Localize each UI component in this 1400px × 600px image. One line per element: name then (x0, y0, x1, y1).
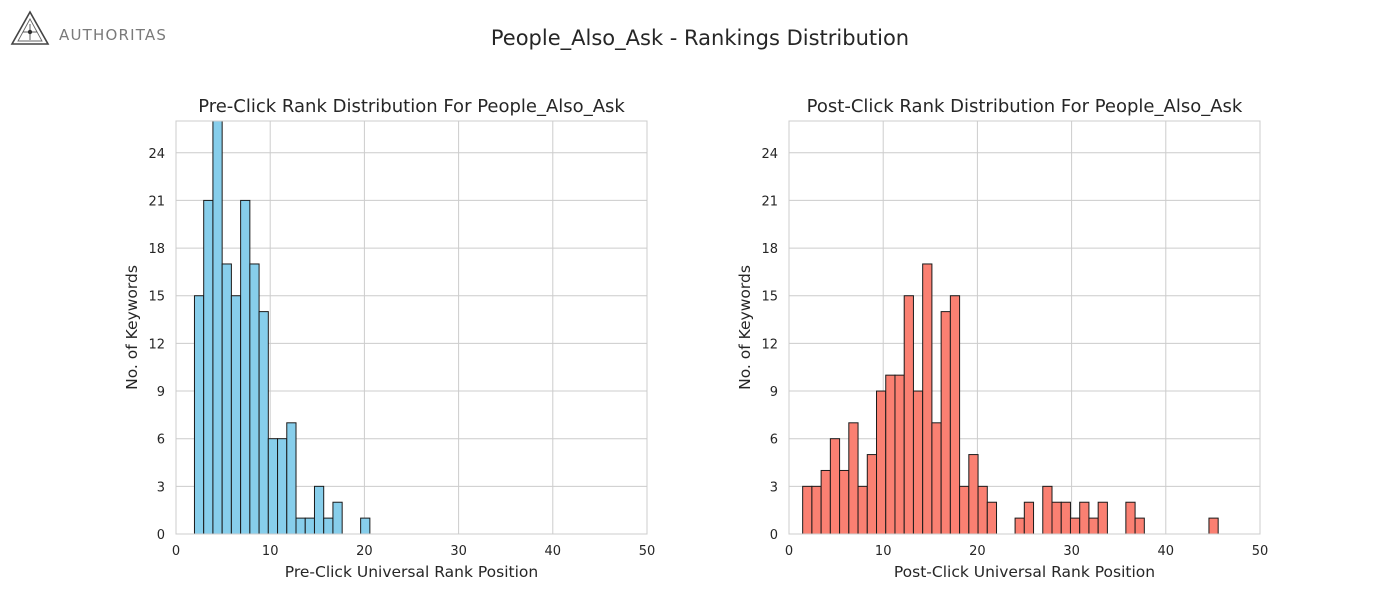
post-click-histogram-bar (1134, 517, 1145, 535)
post-click-histogram-bar (986, 501, 998, 535)
post-click-histogram-bar (903, 295, 914, 535)
pre-click-axes-frame (175, 120, 648, 535)
post-click-y-tick-label: 21 (761, 194, 778, 209)
pre-click-y-tick-label: 12 (148, 337, 165, 352)
pre-click-histogram-bar (212, 120, 223, 535)
pre-click-histogram-bar (295, 517, 306, 535)
post-click-histogram-bar (802, 485, 813, 535)
post-click-histogram-bar (1125, 501, 1136, 535)
post-click-histogram-bar (1051, 501, 1062, 535)
pre-click-histogram-bar (230, 295, 242, 535)
post-click-histogram-bar (940, 311, 951, 535)
post-click-y-tick-label: 9 (770, 385, 778, 400)
post-click-histogram-bar (968, 454, 979, 535)
pre-click-histogram-bar (313, 485, 325, 535)
pre-click-x-tick-label: 30 (450, 544, 467, 559)
pre-click-histogram-bar (267, 438, 279, 535)
post-click-histogram-bar (931, 422, 942, 535)
pre-click-histogram-bar (240, 199, 251, 535)
post-click-histogram-bar (839, 469, 850, 535)
post-click-histogram-bar (866, 454, 878, 535)
post-click-histogram-bar (876, 390, 887, 535)
post-click-x-tick-label: 10 (875, 544, 892, 559)
post-click-histogram-bar (885, 374, 896, 535)
pre-click-histogram-bar (304, 517, 315, 535)
post-click-x-axis-label: Post-Click Universal Rank Position (894, 563, 1155, 581)
pre-click-histogram-bar (203, 199, 214, 535)
post-click-histogram-bar (1023, 501, 1035, 535)
pre-click-y-tick-label: 9 (157, 385, 165, 400)
post-click-histogram-bar (922, 263, 933, 535)
pre-click-x-tick-label: 20 (356, 544, 373, 559)
post-click-y-tick-label: 18 (761, 242, 778, 257)
post-click-histogram-bar (1042, 485, 1053, 535)
post-click-y-tick-label: 24 (761, 147, 778, 162)
pre-click-y-tick-label: 18 (148, 242, 165, 257)
pre-click-y-axis-label: No. of Keywords (123, 265, 141, 390)
post-click-histogram-bar (977, 485, 988, 535)
post-click-histogram-bar (848, 422, 859, 535)
pre-click-x-tick-label: 0 (172, 544, 180, 559)
post-click-histogram-bar (1088, 517, 1099, 535)
pre-click-histogram-bar (249, 263, 260, 535)
authoritas-logo: AUTHORITAS (10, 10, 166, 46)
post-click-x-tick-label: 20 (969, 544, 986, 559)
post-click-histogram-bar (857, 485, 868, 535)
post-click-x-tick-label: 30 (1063, 544, 1080, 559)
post-click-axes-frame (788, 120, 1261, 535)
pre-click-y-tick-label: 6 (157, 433, 165, 448)
post-click-histogram-bar (1014, 517, 1025, 535)
pre-click-x-axis-label: Pre-Click Universal Rank Position (285, 563, 538, 581)
pre-click-histogram-bar (221, 263, 232, 535)
pre-click-histogram-bar (286, 422, 297, 535)
post-click-histogram-bar (1079, 501, 1090, 535)
post-click-y-tick-label: 15 (761, 290, 778, 305)
post-click-x-tick-label: 40 (1158, 544, 1175, 559)
post-click-y-tick-label: 12 (761, 337, 778, 352)
post-click-histogram-bar (1069, 517, 1081, 535)
post-click-histogram-bar (1208, 517, 1219, 535)
post-click-y-tick-label: 3 (770, 480, 778, 495)
pre-click-histogram-bar (193, 295, 205, 535)
post-click-histogram-bar (1097, 501, 1108, 535)
post-click-histogram-bar (894, 374, 905, 535)
pre-click-histogram-bar (332, 501, 343, 535)
pre-click-histogram-bar (360, 517, 371, 535)
post-click-y-tick-label: 6 (770, 433, 778, 448)
pre-click-x-tick-label: 40 (545, 544, 562, 559)
pre-click-x-tick-label: 10 (262, 544, 279, 559)
figure-title: People_Also_Ask - Rankings Distribution (490, 26, 910, 50)
pre-click-y-tick-label: 24 (148, 147, 165, 162)
pre-click-y-tick-label: 3 (157, 480, 165, 495)
pre-click-chart-title: Pre-Click Rank Distribution For People_A… (198, 96, 625, 117)
post-click-y-axis-label: No. of Keywords (736, 265, 754, 390)
pre-click-histogram-bar (323, 517, 334, 535)
logo-text: AUTHORITAS (59, 26, 168, 44)
post-click-histogram-bar (959, 485, 970, 535)
pre-click-histogram-bar (277, 438, 288, 535)
post-click-x-tick-label: 0 (785, 544, 793, 559)
pre-click-x-tick-label: 50 (639, 544, 656, 559)
pre-click-y-tick-label: 15 (148, 290, 165, 305)
post-click-histogram-bar (820, 469, 831, 535)
triangle-star-logo-icon (10, 10, 50, 45)
post-click-histogram-bar (1060, 501, 1071, 535)
post-click-chart-title: Post-Click Rank Distribution For People_… (807, 96, 1243, 117)
post-click-x-tick-label: 50 (1252, 544, 1269, 559)
pre-click-y-tick-label: 21 (148, 194, 165, 209)
pre-click-y-tick-label: 0 (157, 528, 165, 543)
post-click-histogram-bar (829, 438, 841, 535)
post-click-y-tick-label: 0 (770, 528, 778, 543)
post-click-histogram-bar (912, 390, 924, 535)
post-click-histogram-bar (949, 295, 961, 535)
post-click-histogram-bar (811, 485, 822, 535)
pre-click-histogram-bar (258, 311, 269, 535)
